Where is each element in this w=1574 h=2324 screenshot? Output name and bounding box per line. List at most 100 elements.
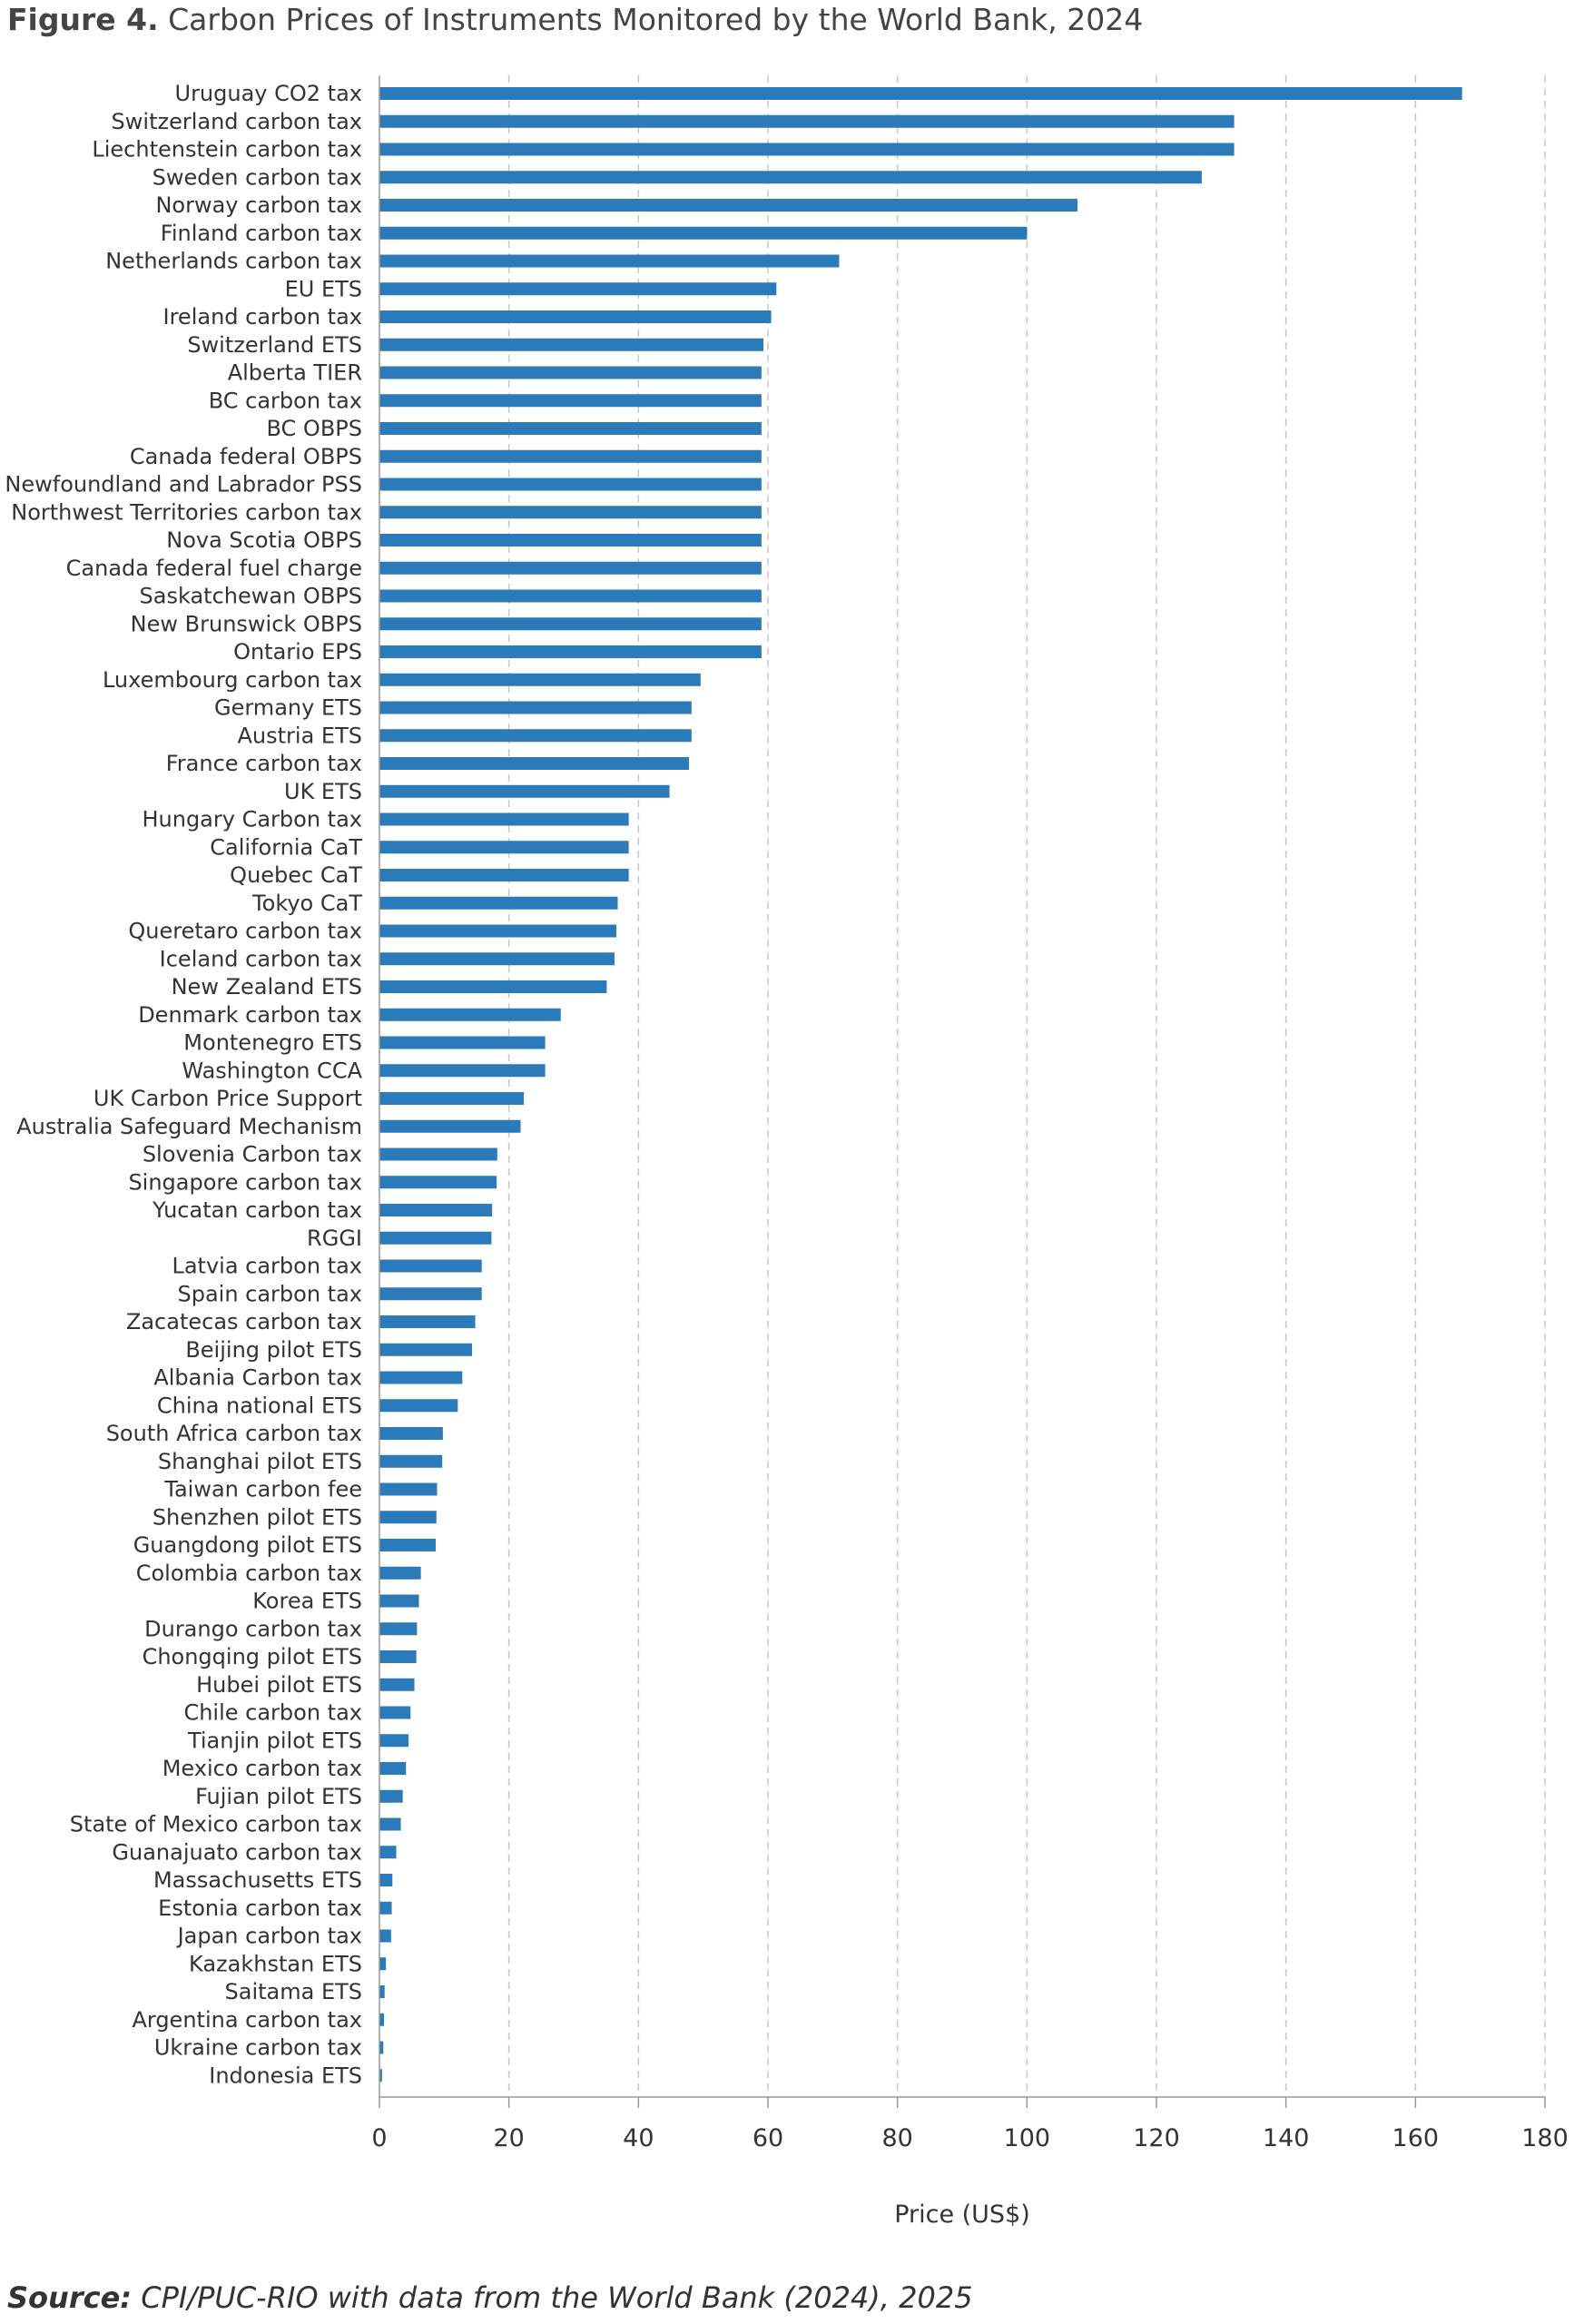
category-label: South Africa carbon tax [106,1421,362,1446]
category-label: Singapore carbon tax [128,1169,362,1195]
category-label: Quebec CaT [230,862,362,888]
category-label: Yucatan carbon tax [152,1197,362,1223]
x-tick-label: 180 [1521,2124,1569,2152]
category-label: BC carbon tax [209,388,362,413]
category-label: Massachusetts ETS [153,1867,362,1893]
bar [379,589,762,603]
bar [379,1846,397,1859]
bar [379,1315,476,1328]
bar [379,254,840,268]
bar [379,1706,411,1719]
category-label: New Zealand ETS [172,974,362,1000]
bar [379,2041,384,2054]
x-tick-label: 60 [753,2124,783,2152]
category-label: Saskatchewan OBPS [140,584,362,609]
bar [379,534,762,547]
bar [379,338,764,351]
bar [379,1734,409,1748]
category-label: Colombia carbon tax [136,1561,362,1586]
bar [379,952,615,966]
category-label: Sweden carbon tax [152,164,362,190]
bar [379,896,618,910]
category-label: France carbon tax [166,751,362,776]
category-label: Beijing pilot ETS [185,1337,362,1363]
category-label: EU ETS [285,276,362,301]
bar [379,617,762,631]
category-label: Latvia carbon tax [172,1254,362,1279]
bar [379,757,689,770]
category-label: Slovenia Carbon tax [143,1142,362,1167]
category-label: Ontario EPS [233,639,362,665]
bar [379,422,762,435]
bar [379,1147,497,1161]
bar [379,1259,482,1273]
category-label: Germany ETS [214,695,362,721]
bar [379,1566,421,1580]
category-label: Estonia carbon tax [158,1896,362,1921]
category-label: Hungary Carbon tax [142,807,362,832]
category-label: Guangdong pilot ETS [133,1532,362,1558]
bar [379,1762,407,1775]
category-label: Washington CCA [182,1058,362,1083]
category-label: Tokyo CaT [251,891,362,916]
category-label: Northwest Territories carbon tax [11,499,362,525]
bar [379,1036,546,1049]
category-label: Denmark carbon tax [138,1002,362,1028]
bar [379,171,1202,184]
category-label: Switzerland carbon tax [112,109,362,134]
category-label: Canada federal OBPS [130,444,362,469]
bar [379,1929,391,1943]
bar [379,282,777,296]
figure-title-text: Carbon Prices of Instruments Monitored b… [168,2,1144,37]
category-label: Spain carbon tax [177,1281,362,1306]
category-label: Argentina carbon tax [132,2007,362,2033]
category-label: Newfoundland and Labrador PSS [5,472,362,497]
category-label: Austria ETS [238,723,362,748]
bar [379,812,629,826]
bar [379,1092,525,1105]
category-label: Albania Carbon tax [153,1365,362,1391]
bar [379,784,670,798]
figure-title: Figure 4. Carbon Prices of Instruments M… [7,2,1143,37]
category-label: Uruguay CO2 tax [175,81,363,106]
category-label: Montenegro ETS [183,1030,362,1056]
category-label: Hubei pilot ETS [196,1672,362,1698]
bar [379,1594,419,1608]
category-label: Zacatecas carbon tax [126,1309,362,1334]
grid-lines [507,75,1546,2097]
category-labels: Uruguay CO2 tax Switzerland carbon tax Lie… [5,81,362,2088]
x-tick-label: 160 [1392,2124,1440,2152]
bar [379,226,1028,240]
bar [379,1343,473,1356]
bar [379,1678,415,1691]
bar [379,478,762,491]
x-tick-label: 140 [1263,2124,1310,2152]
x-tick-label: 20 [493,2124,524,2152]
bar [379,701,692,714]
category-label: Australia Safeguard Mechanism [16,1114,362,1139]
category-label: RGGI [307,1226,362,1251]
bar [379,1539,437,1551]
bars [379,87,1462,2083]
category-label: Kazakhstan ETS [189,1951,362,1976]
bar [379,645,762,658]
bar [379,2013,384,2026]
bar [379,1482,438,1496]
category-label: Durango carbon tax [144,1616,362,1641]
bar [379,310,772,323]
bar [379,841,629,854]
category-label: Canada federal fuel charge [66,556,362,581]
bar [379,980,607,993]
category-label: Chongqing pilot ETS [143,1644,362,1669]
bar [379,366,762,379]
x-axis-title: Price (US$) [894,2201,1030,2229]
category-label: Alberta TIER [228,360,362,386]
bar [379,1901,392,1915]
bar [379,114,1235,128]
bar [379,1064,546,1078]
category-label: Ukraine carbon tax [154,2035,362,2061]
bar [379,1622,418,1636]
source-note: Source: CPI/PUC-RIO with data from the W… [7,2280,973,2315]
category-label: Luxembourg carbon tax [103,667,362,693]
bar [379,1176,497,1189]
